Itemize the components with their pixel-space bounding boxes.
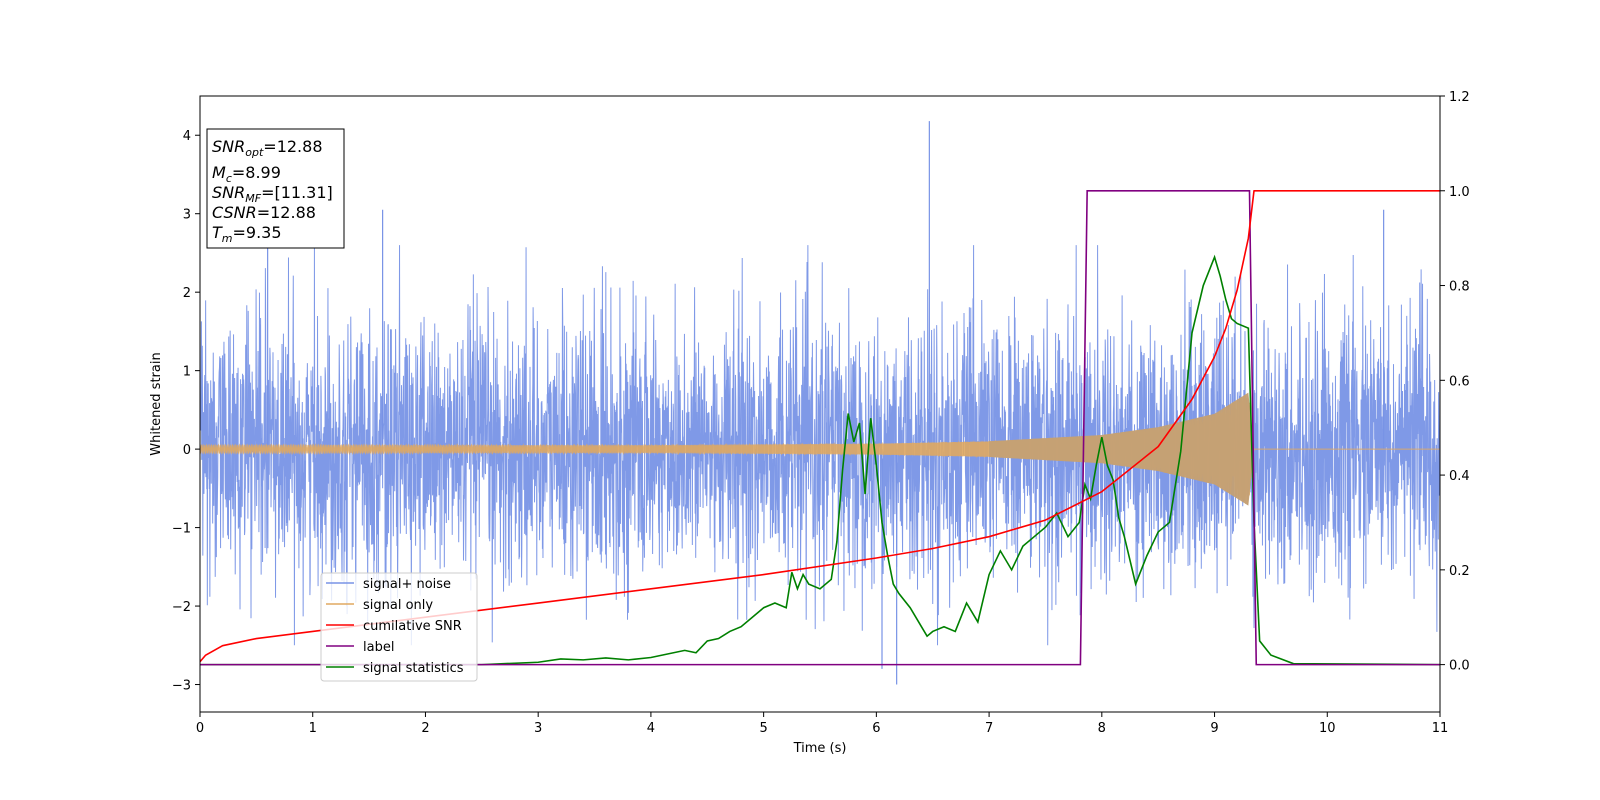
y-right-tick-label: 0.4: [1449, 469, 1470, 484]
y-right-tick-label: 1.0: [1449, 185, 1470, 200]
x-tick-label: 7: [985, 721, 993, 736]
y-left-tick-label: −3: [172, 679, 191, 694]
x-tick-label: 3: [534, 721, 542, 736]
y-left-tick-label: −1: [172, 522, 191, 537]
x-axis-label: Time (s): [793, 741, 847, 756]
y-left-tick-label: −2: [172, 600, 191, 615]
info-mc: Mc=8.99: [212, 163, 281, 185]
legend-label-stat: signal statistics: [363, 661, 464, 676]
x-tick-label: 6: [872, 721, 880, 736]
info-tm: Tm=9.35: [212, 223, 282, 245]
right-y-axis-ticks: 0.0 0.2 0.4 0.6 0.8 1.0 1.2: [1440, 90, 1470, 674]
x-tick-label: 9: [1210, 721, 1218, 736]
y-right-tick-label: 0.2: [1449, 564, 1470, 579]
y-right-tick-label: 0.8: [1449, 280, 1470, 295]
info-csnr: CSNR=12.88: [212, 203, 316, 222]
y-right-tick-label: 0.6: [1449, 374, 1470, 389]
info-snr-mf: SNRMF=[11.31]: [212, 183, 333, 205]
x-tick-label: 1: [309, 721, 317, 736]
legend-label-snr: cumilative SNR: [363, 619, 462, 634]
x-tick-label: 0: [196, 721, 204, 736]
legend-label-signal: signal only: [363, 598, 433, 613]
x-tick-label: 10: [1319, 721, 1336, 736]
series-signal-statistics: [200, 254, 1440, 666]
series-signal-only-envelope: [989, 392, 1254, 506]
x-tick-label: 11: [1432, 721, 1449, 736]
y-left-tick-label: 0: [183, 443, 191, 458]
y-left-tick-label: 3: [183, 208, 191, 223]
y-left-tick-label: 4: [183, 129, 191, 144]
series-label: [200, 189, 1440, 666]
plot-area: [200, 121, 1440, 685]
x-tick-label: 5: [759, 721, 767, 736]
legend-label-noise: signal+ noise: [363, 577, 451, 592]
x-tick-label: 2: [421, 721, 429, 736]
x-tick-label: 8: [1098, 721, 1106, 736]
legend-label-label: label: [363, 640, 394, 655]
left-y-axis-ticks: −3 −2 −1 0 1 2 3 4: [172, 129, 200, 694]
y-left-tick-label: 1: [183, 365, 191, 380]
series-signal-noise: [200, 245, 1440, 646]
y-right-tick-label: 1.2: [1449, 90, 1470, 105]
x-axis-ticks: 0 1 2 3 4 5 6 7 8 9 10 11: [196, 712, 1448, 736]
series-signal-noise-spikes: [267, 121, 1385, 685]
series-cumulative-snr: [200, 189, 1440, 663]
y-right-tick-label: 0.0: [1449, 659, 1470, 674]
y-left-tick-label: 2: [183, 286, 191, 301]
y-axis-label: Whitened strain: [149, 352, 164, 455]
info-box: SNRopt=12.88 Mc=8.99 SNRMF=[11.31] CSNR=…: [206, 128, 345, 249]
legend: signal+ noise signal only cumilative SNR…: [320, 572, 478, 682]
info-snr-opt: SNRopt=12.88: [212, 137, 323, 159]
plot-frame: [199, 95, 1441, 713]
x-tick-label: 4: [647, 721, 655, 736]
